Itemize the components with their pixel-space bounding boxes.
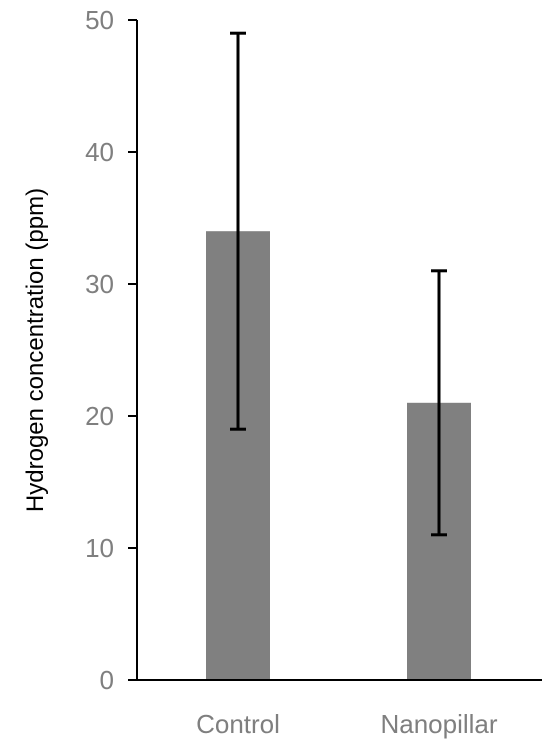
x-tick-label-nanopillar: Nanopillar — [380, 709, 497, 739]
axes-layer — [136, 20, 542, 681]
y-tick-label: 10 — [85, 533, 114, 563]
x-tick-labels-layer: Control Nanopillar — [196, 709, 498, 739]
y-tick-label: 0 — [100, 665, 114, 695]
y-axis-title: Hydrogen concentration (ppm) — [22, 188, 49, 512]
y-tick-label: 20 — [85, 401, 114, 431]
y-tick-labels-layer: 0 10 20 30 40 50 — [85, 5, 137, 695]
bars-layer — [206, 231, 471, 680]
error-bar-control — [230, 31, 246, 431]
y-axis-title-group: Hydrogen concentration (ppm) — [22, 188, 49, 512]
y-tick-label: 40 — [85, 137, 114, 167]
error-bars-layer — [230, 31, 447, 537]
y-tick-label: 50 — [85, 5, 114, 35]
x-tick-label-control: Control — [196, 709, 280, 739]
error-bar-nanopillar — [431, 269, 447, 537]
y-tick-label: 30 — [85, 269, 114, 299]
